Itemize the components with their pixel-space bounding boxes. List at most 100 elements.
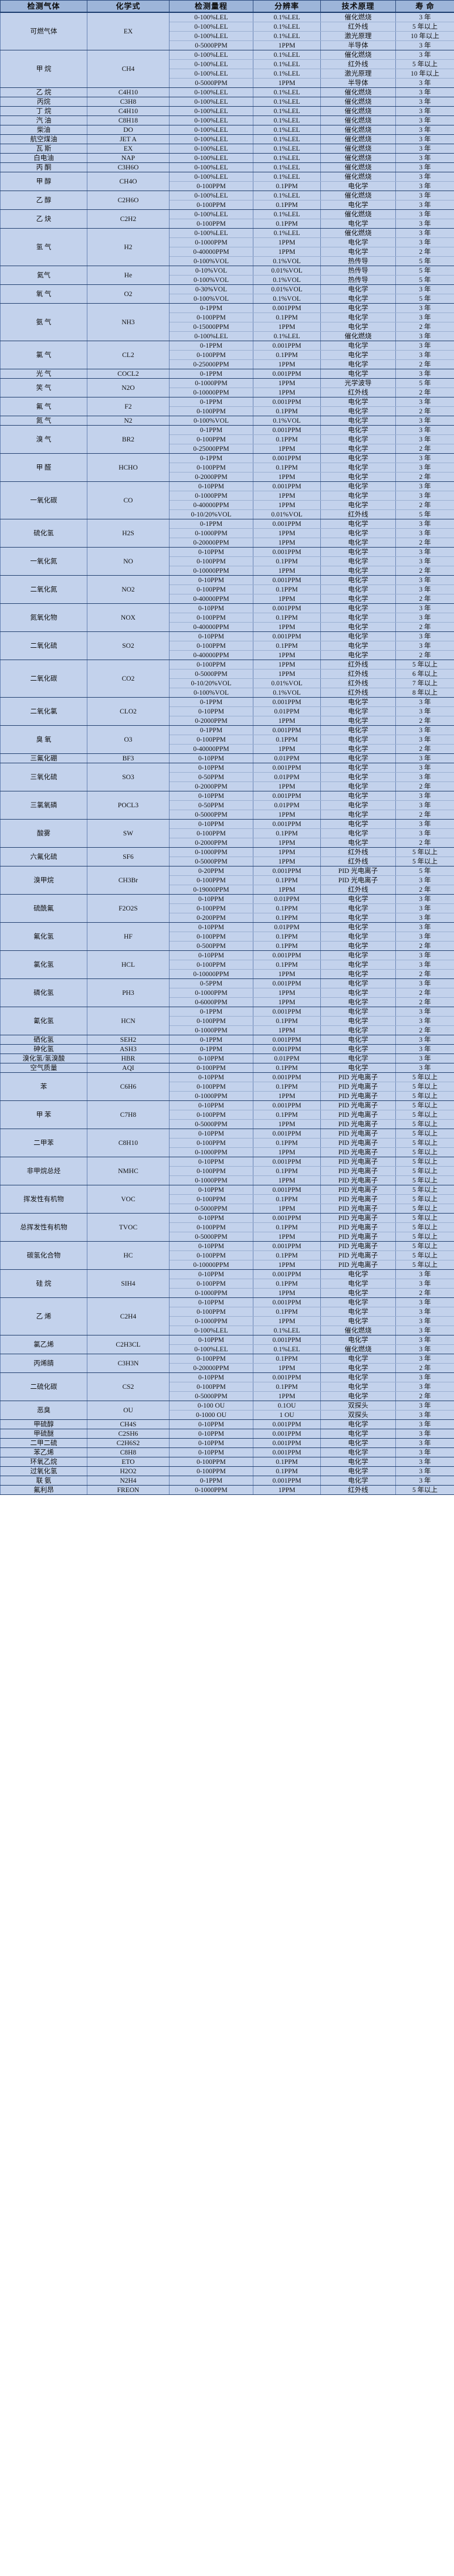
cell-detection-range: 0-1000PPM (169, 1025, 253, 1035)
cell-resolution: 0.1PPM (253, 613, 321, 623)
cell-technology: 电化学 (320, 978, 396, 988)
cell-chemical-formula: O3 (87, 725, 170, 754)
cell-lifetime: 2 年 (395, 838, 454, 848)
cell-gas-name: 硅 烷 (0, 1269, 87, 1298)
cell-chemical-formula: C3H3N (87, 1354, 170, 1373)
cell-chemical-formula: DO (87, 125, 170, 135)
cell-technology: 电化学 (320, 706, 396, 716)
table-row: 氯化氢 HCL 0-10PPM 0.001PPM 电化学 3 年 (0, 950, 454, 979)
cell-resolution: 0.01PPM (253, 706, 321, 716)
cell-gas-name: 一氧化碳 (0, 481, 87, 519)
cell-gas-name: 航空煤油 (0, 134, 87, 144)
cell-resolution: 0.001PPM (253, 397, 321, 407)
cell-gas-name: 二甲二硫 (0, 1438, 87, 1448)
cell-detection-range: 0-1PPM (169, 1476, 253, 1486)
cell-technology: 电化学 (320, 312, 396, 322)
cell-technology: 电化学 (320, 294, 396, 304)
cell-chemical-formula: SW (87, 819, 170, 848)
cell-lifetime: 2 年 (395, 444, 454, 454)
cell-detection-range: 0-100PPM (169, 1138, 253, 1148)
cell-detection-range: 0-100%VOL (169, 688, 253, 698)
column-header-resolution: 分辨率 (253, 0, 321, 13)
cell-chemical-formula: SF6 (87, 847, 170, 866)
cell-chemical-formula: PH3 (87, 978, 170, 1007)
table-row: 0-100PPM 0.1PPM 电化学 3 年 (1, 556, 454, 566)
table-row: 二氧化硫 SO2 0-10PPM 0.001PPM 电化学 3 年 (0, 631, 454, 660)
cell-detection-range: 0-100PPM (169, 1466, 253, 1476)
table-row: 磷化氢 PH3 0-5PPM 0.001PPM 电化学 3 年 (0, 978, 454, 1007)
cell-resolution: 0.001PPM (253, 1372, 321, 1382)
cell-resolution: 1PPM (253, 528, 321, 538)
cell-technology: 电化学 (320, 519, 396, 529)
cell-chemical-formula: F2O2S (87, 894, 170, 923)
cell-chemical-formula: He (87, 266, 170, 285)
cell-resolution: 0.01PPM (253, 772, 321, 782)
cell-lifetime: 5 年 (395, 275, 454, 285)
cell-resolution: 1PPM (253, 988, 321, 998)
cell-resolution: 1PPM (253, 847, 321, 857)
cell-detection-range: 0-10PPM (169, 1419, 253, 1429)
cell-chemical-formula: TVOC (87, 1213, 170, 1242)
table-row: 二甲二硫 C2H6S2 0-10PPM 0.001PPM 电化学 3 年 (0, 1438, 454, 1448)
cell-detection-range: 0-1PPM (169, 303, 253, 313)
table-row: 氦气 He 0-10%VOL 0.01%VOL 热传导 5 年 (0, 266, 454, 285)
cell-lifetime: 3 年 (395, 903, 454, 913)
cell-resolution: 0.001PPM (253, 725, 321, 735)
table-row: 0-10000PPM 1PPM 电化学 2 年 (1, 969, 454, 979)
cell-technology: 电化学 (320, 950, 396, 960)
cell-technology: 红外线 (320, 669, 396, 679)
cell-lifetime: 3 年 (395, 12, 454, 22)
cell-chemical-formula: COCL2 (87, 369, 170, 379)
table-row: 0-5000PPM 1PPM 半导体 3 年 (1, 78, 454, 88)
table-row: 氧 气 O2 0-30%VOL 0.01%VOL 电化学 3 年 (0, 284, 454, 304)
cell-technology: 半导体 (320, 78, 396, 88)
cell-resolution: 0.1%LEL (253, 106, 321, 116)
table-row: 0-100PPM 0.1PPM 电化学 3 年 (1, 200, 454, 210)
table-row: 乙 烯 C2H4 0-10PPM 0.001PPM 电化学 3 年 (0, 1297, 454, 1335)
table-row: 笑 气 N2O 0-1000PPM 1PPM 光学波导 5 年 (0, 378, 454, 397)
cell-resolution: 1PPM (253, 716, 321, 726)
cell-lifetime: 3 年 (395, 200, 454, 210)
cell-detection-range: 0-100%LEL (169, 1344, 253, 1354)
cell-lifetime: 3 年 (395, 922, 454, 932)
table-row: 0-100PPM 0.1PPM 电化学 3 年 (1, 463, 454, 473)
cell-gas-name: 环氧乙烷 (0, 1457, 87, 1467)
cell-lifetime: 3 年 (395, 481, 454, 491)
cell-resolution: 0.1%LEL (253, 31, 321, 41)
table-row: 0-40000PPM 1PPM 电化学 2 年 (1, 247, 454, 257)
cell-chemical-formula: CO2 (87, 660, 170, 698)
cell-resolution: 0.1PPM (253, 556, 321, 566)
cell-lifetime: 5 年以上 (395, 59, 454, 69)
cell-gas-name: 氢 气 (0, 228, 87, 266)
cell-technology: 电化学 (320, 453, 396, 463)
table-row: 柴油 DO 0-100%LEL 0.1%LEL 催化燃烧 3 年 (0, 125, 454, 135)
cell-lifetime: 3 年 (395, 181, 454, 191)
cell-technology: 电化学 (320, 1053, 396, 1063)
cell-resolution: 0.1PPM (253, 1138, 321, 1148)
cell-detection-range: 0-40000PPM (169, 744, 253, 754)
cell-lifetime: 3 年 (395, 1429, 454, 1439)
table-row: 苯乙烯 C8H8 0-10PPM 0.001PPM 电化学 3 年 (0, 1447, 454, 1457)
column-header-technology: 技术原理 (320, 0, 396, 13)
cell-technology: 电化学 (320, 434, 396, 444)
cell-gas-name: 乙 炔 (0, 209, 87, 229)
cell-technology: PID 光电离子 (320, 1250, 396, 1260)
cell-detection-range: 0-10PPM (169, 1438, 253, 1448)
cell-lifetime: 3 年 (395, 894, 454, 904)
table-row: 0-5000PPM 1PPM PID 光电离子 5 年以上 (1, 1232, 454, 1242)
table-row: 甲硫醇 CH4S 0-10PPM 0.001PPM 电化学 3 年 (0, 1419, 454, 1429)
cell-technology: 电化学 (320, 941, 396, 951)
cell-resolution: 0.1PPM (253, 1166, 321, 1176)
cell-detection-range: 0-10PPM (169, 547, 253, 557)
cell-resolution: 0.1%LEL (253, 12, 321, 22)
table-row: 0-40000PPM 1PPM 电化学 2 年 (1, 500, 454, 510)
cell-detection-range: 0-100%LEL (169, 115, 253, 125)
cell-detection-range: 0-100PPM (169, 556, 253, 566)
cell-chemical-formula: C8H10 (87, 1129, 170, 1157)
cell-lifetime: 3 年 (395, 950, 454, 960)
table-row: 甲 烷 CH4 0-100%LEL 0.1%LEL 催化燃烧 3 年 (0, 50, 454, 88)
cell-lifetime: 5 年以上 (395, 1204, 454, 1214)
cell-lifetime: 3 年 (395, 1410, 454, 1420)
cell-chemical-formula: C4H10 (87, 106, 170, 116)
cell-lifetime: 3 年 (395, 1438, 454, 1448)
